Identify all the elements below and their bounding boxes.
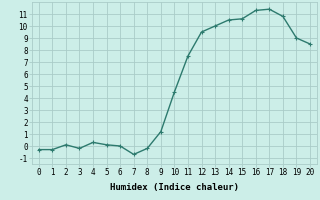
X-axis label: Humidex (Indice chaleur): Humidex (Indice chaleur) (110, 183, 239, 192)
